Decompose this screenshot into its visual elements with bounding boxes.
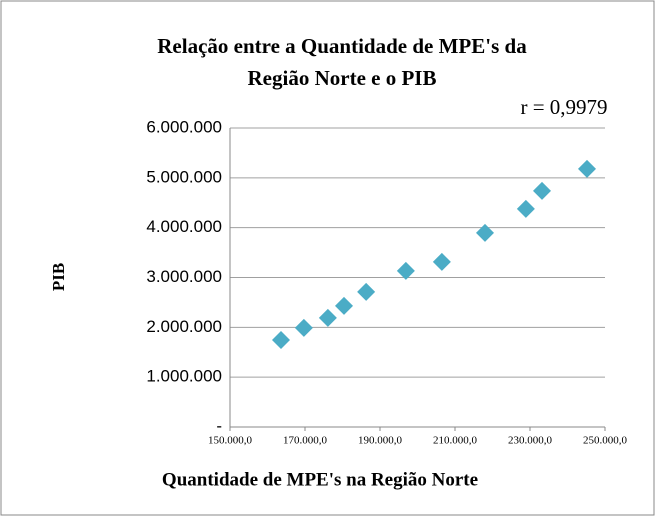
chart-title: Relação entre a Quantidade de MPE's da (157, 34, 527, 58)
y-tick-label: 6.000.000 (146, 117, 222, 136)
point (272, 330, 290, 349)
point (318, 308, 337, 327)
y-tick-label: 2.000.000 (146, 317, 222, 336)
x-tick-label: 250.000,0 (583, 435, 628, 447)
y-tick-label: 1.000.000 (146, 367, 222, 386)
point (335, 296, 353, 315)
y-tick-label: 4.000.000 (146, 217, 222, 236)
x-tick-label: 190.000,0 (358, 435, 403, 447)
y-tick-label: 5.000.000 (146, 167, 222, 186)
x-axis-title: Quantidade de MPE's na Região Norte (162, 469, 478, 490)
point (294, 318, 313, 337)
point (432, 252, 451, 271)
point (396, 261, 415, 280)
y-tick-label: 3.000.000 (146, 267, 222, 286)
x-tick-label: 210.000,0 (433, 435, 478, 447)
point (516, 199, 535, 218)
point (533, 181, 551, 200)
point (357, 282, 376, 301)
point (476, 223, 494, 242)
x-tick-label: 230.000,0 (508, 435, 553, 447)
annotation: r = 0,9979 (520, 95, 607, 119)
chart-title: Região Norte e o PIB (248, 66, 437, 90)
x-tick-label: 170.000,0 (283, 435, 328, 447)
y-axis-title: PIB (49, 263, 68, 291)
point (578, 159, 596, 178)
y-tick-label: - (216, 416, 222, 435)
x-tick-label: 150.000,0 (208, 435, 253, 447)
